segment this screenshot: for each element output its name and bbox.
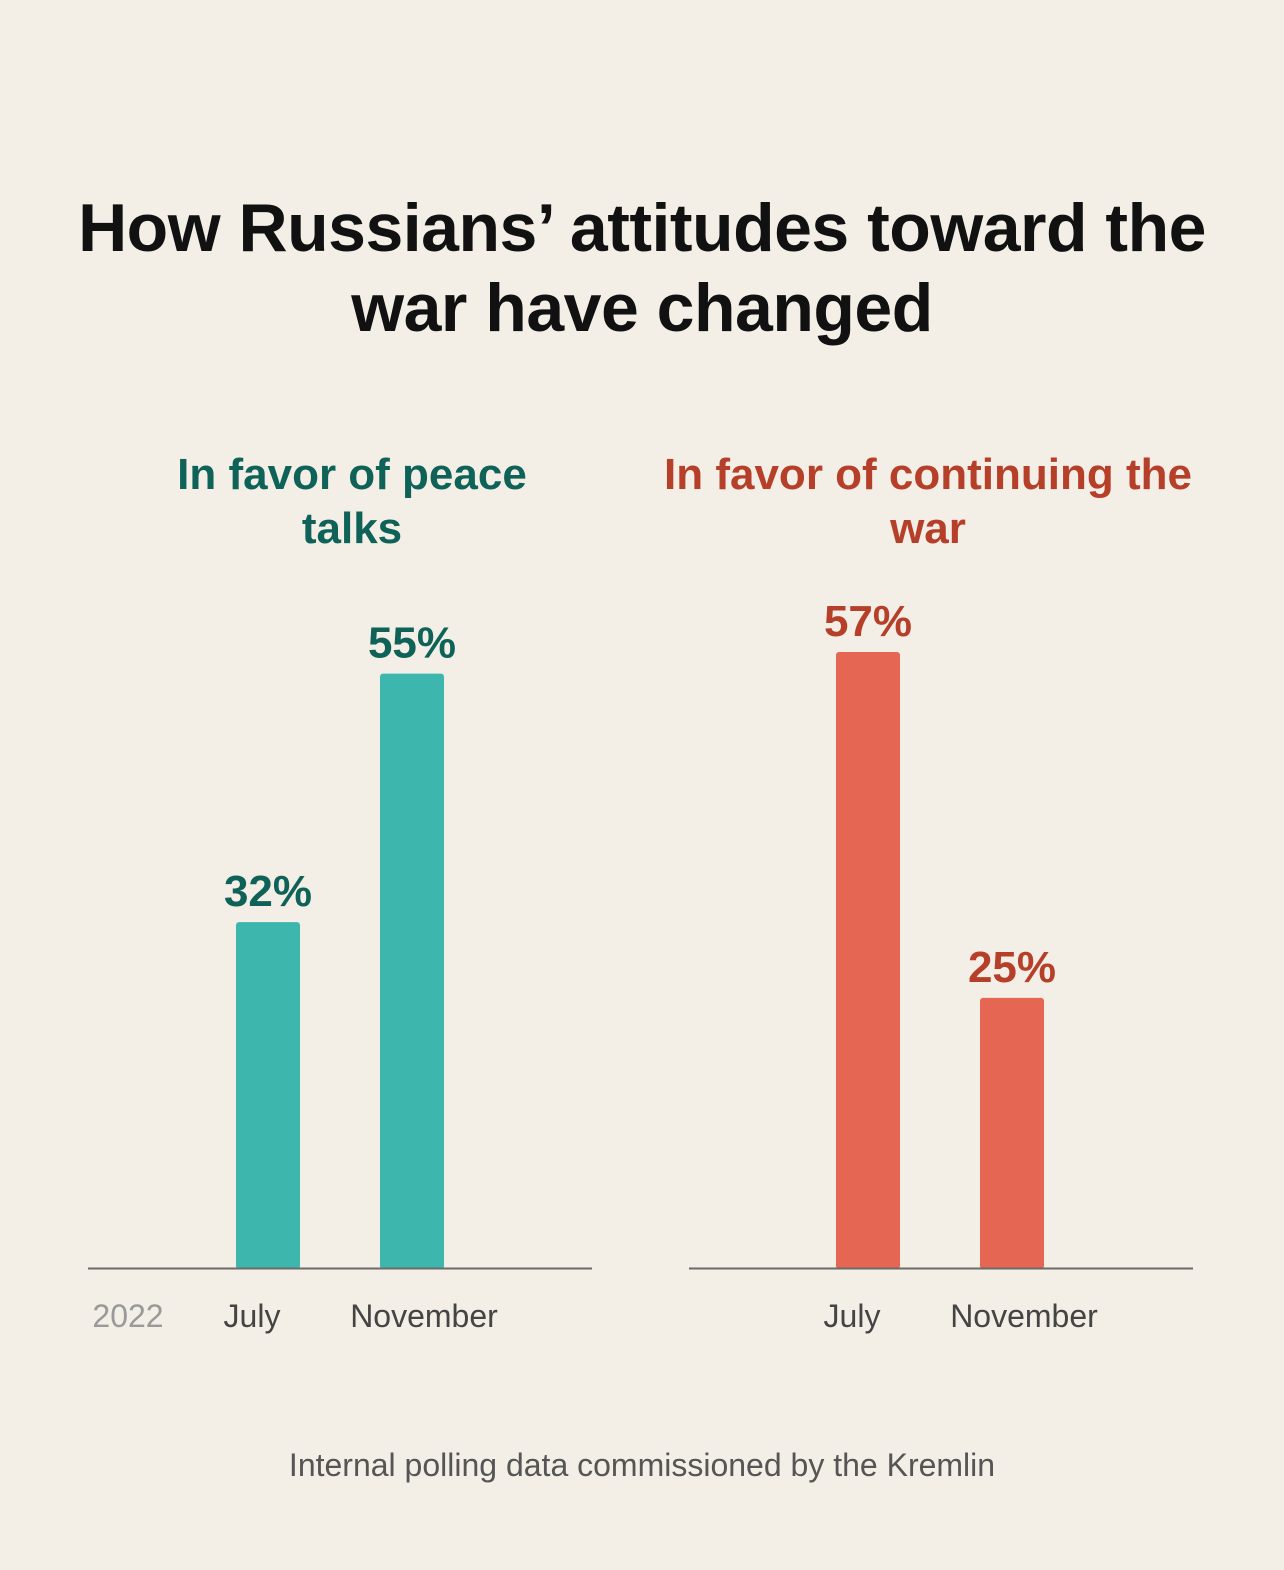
- year-label: 2022: [92, 1298, 163, 1334]
- bar-0-july: [236, 922, 300, 1269]
- bar-charts: 32% July 55% November 2022 57% July 25% November: [88, 597, 1193, 1334]
- value-label-0-july: 32%: [224, 867, 312, 916]
- panel-title-peace-talks: In favor of peace talks: [177, 450, 527, 553]
- tick-label-1-july: July: [824, 1298, 881, 1334]
- bar-1-november: [980, 997, 1044, 1269]
- bar-1-july: [836, 652, 900, 1269]
- tick-label-0-july: July: [224, 1298, 281, 1334]
- tick-label-1-november: November: [950, 1298, 1098, 1334]
- value-label-1-july: 57%: [824, 597, 912, 646]
- source-footnote: Internal polling data commissioned by th…: [288, 1447, 996, 1483]
- value-label-1-november: 25%: [968, 943, 1056, 992]
- panel-title-continuing-war: In favor of continuing the war: [664, 450, 1192, 553]
- bar-0-november: [380, 673, 444, 1269]
- chart-title: How Russians’ attitudes toward the war h…: [78, 190, 1206, 346]
- value-label-0-november: 55%: [368, 619, 456, 668]
- tick-label-0-november: November: [350, 1298, 498, 1334]
